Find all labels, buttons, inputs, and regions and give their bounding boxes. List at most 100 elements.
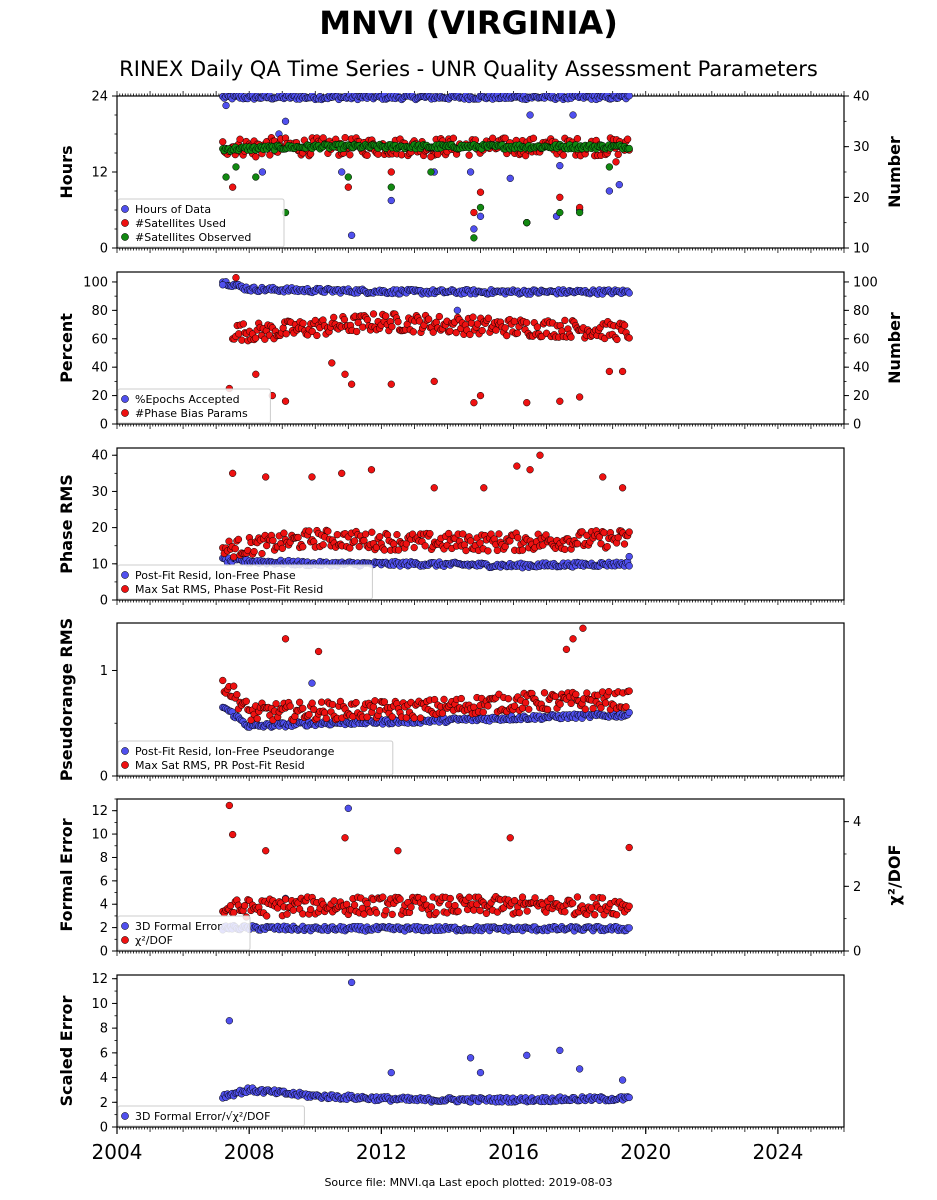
- data-point: [308, 327, 316, 336]
- data-point: [620, 540, 629, 548]
- outlier-point: [605, 187, 614, 195]
- data-point: [625, 334, 633, 342]
- legend-label: Hours of Data: [135, 203, 211, 216]
- data-point: [569, 899, 577, 907]
- outlier-point: [575, 393, 584, 401]
- data-point: [514, 534, 522, 542]
- data-point: [253, 715, 261, 723]
- data-point: [614, 533, 622, 542]
- data-point: [581, 705, 589, 713]
- data-point: [518, 893, 527, 901]
- data-point: [226, 901, 235, 910]
- y-axis-label: Percent: [57, 313, 76, 383]
- data-point: [379, 893, 387, 901]
- data-point: [465, 151, 473, 159]
- data-point: [435, 312, 444, 321]
- data-point: [482, 909, 491, 918]
- outlier-point: [341, 834, 349, 842]
- data-point: [376, 706, 384, 715]
- outlier-point: [308, 473, 316, 481]
- data-point: [235, 330, 243, 338]
- outlier-point: [344, 804, 352, 813]
- data-point: [503, 331, 511, 340]
- series-1: [219, 278, 633, 315]
- page-title: MNVI (VIRGINIA): [319, 4, 618, 42]
- legend-label: Post-Fit Resid, Ion-Free Phase: [135, 569, 296, 582]
- outlier-point: [579, 624, 587, 632]
- data-point: [620, 321, 629, 329]
- data-point: [324, 527, 332, 535]
- outlier-point: [556, 193, 564, 201]
- outlier-point: [347, 231, 356, 239]
- data-point: [489, 134, 497, 142]
- y-tick-label: 40: [91, 361, 108, 376]
- data-point: [561, 908, 569, 916]
- data-point: [452, 328, 460, 337]
- data-point: [446, 894, 454, 903]
- right-y-tick-label: 20: [853, 389, 870, 404]
- data-point: [603, 543, 611, 551]
- outlier-point: [476, 188, 485, 196]
- outlier-point: [229, 469, 237, 477]
- data-point: [476, 906, 484, 915]
- y-axis-label: Pseudorange RMS: [57, 618, 76, 781]
- outlier-point: [387, 380, 395, 388]
- data-point: [250, 547, 258, 556]
- data-point: [333, 531, 341, 539]
- panel-5: 0 2 4 6 8 10 12 0 2 4 χ²/DOF Formal Error 3D Formal …: [57, 798, 904, 960]
- data-point: [561, 316, 569, 325]
- outlier-point: [470, 208, 478, 217]
- data-point: [583, 689, 591, 697]
- data-point: [573, 893, 582, 901]
- page-subtitle: RINEX Daily QA Time Series - UNR Quality…: [119, 57, 818, 81]
- data-point: [308, 699, 316, 707]
- outlier-point: [427, 153, 435, 161]
- panel-3: 0 10 20 30 40 Phase RMS Post-Fit Resid, Ion-Fr…: [57, 447, 845, 609]
- outlier-point: [225, 801, 234, 810]
- data-point: [602, 699, 610, 707]
- legend-marker: [121, 233, 129, 241]
- outlier-point: [615, 181, 623, 189]
- data-point: [388, 910, 396, 919]
- outlier-point: [344, 183, 352, 191]
- data-point: [572, 690, 580, 699]
- outlier-point: [222, 173, 230, 181]
- data-point: [369, 703, 378, 711]
- outlier-point: [252, 173, 260, 181]
- data-point: [238, 336, 246, 344]
- y-tick-label: 0: [100, 418, 108, 433]
- data-point: [346, 151, 354, 159]
- outlier-point: [536, 451, 544, 459]
- outlier-point: [252, 153, 260, 161]
- data-point: [416, 714, 425, 722]
- data-point: [317, 698, 326, 706]
- data-point: [272, 700, 280, 708]
- right-y-axis-label: Number: [885, 312, 904, 384]
- outlier-point: [605, 163, 614, 171]
- outlier-point: [506, 174, 514, 182]
- data-point: [567, 699, 575, 708]
- legend: %Epochs Accepted#Phase Bias Params: [117, 388, 271, 424]
- data-point: [612, 911, 621, 919]
- data-point: [241, 902, 249, 910]
- data-point: [230, 553, 238, 561]
- outlier-point: [387, 168, 395, 176]
- panel-4: 0 1 Pseudorange RMS Post-Fit Resid, Ion-Fre…: [57, 618, 845, 785]
- data-point: [465, 893, 473, 901]
- data-point: [371, 697, 379, 705]
- data-point: [466, 330, 474, 339]
- outlier-point: [470, 234, 478, 242]
- data-point: [613, 335, 621, 344]
- y-tick-label: 30: [91, 485, 108, 500]
- data-point: [625, 528, 633, 536]
- data-point: [230, 908, 238, 917]
- right-y-tick-label: 80: [853, 304, 870, 319]
- data-point: [299, 910, 307, 918]
- series-2: [219, 801, 633, 921]
- data-point: [510, 896, 519, 905]
- data-point: [622, 703, 630, 711]
- data-point: [219, 676, 227, 685]
- data-point: [430, 695, 439, 704]
- data-point: [421, 542, 429, 550]
